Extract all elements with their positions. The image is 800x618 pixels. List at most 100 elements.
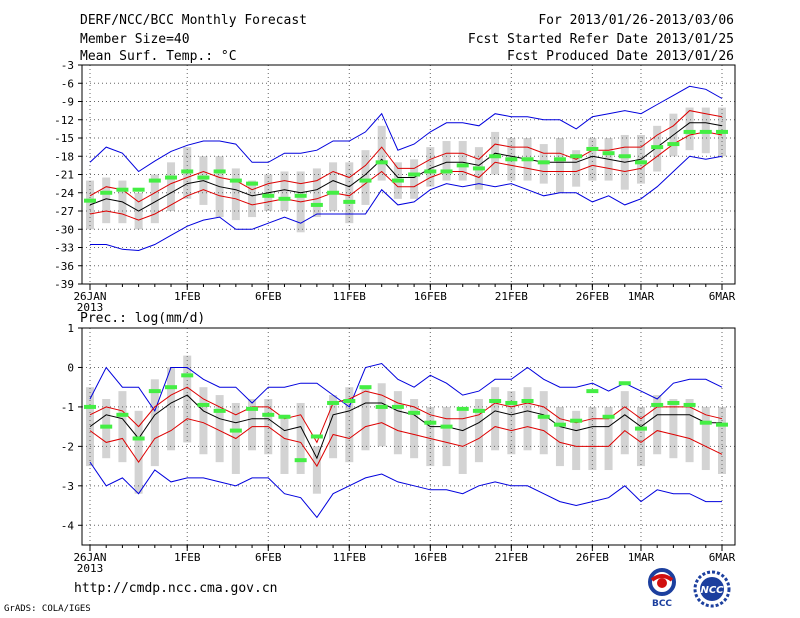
- y-tick-label-temp-6: -21: [54, 169, 74, 182]
- observed-marker-temp-15: [327, 190, 340, 195]
- spread-box-prec-24: [474, 399, 483, 463]
- source-url[interactable]: http://cmdp.ncc.cma.gov.cn: [74, 581, 278, 596]
- y-tick-label-prec-2: -1: [61, 401, 74, 414]
- spread-box-prec-36: [669, 399, 678, 459]
- observed-marker-temp-23: [456, 163, 469, 168]
- x-tick-label-prec-1: 1FEB: [174, 551, 201, 564]
- observed-marker-prec-8: [213, 408, 226, 413]
- observed-marker-temp-27: [521, 157, 534, 162]
- observed-marker-prec-30: [570, 418, 583, 423]
- observed-marker-prec-23: [456, 406, 469, 411]
- observed-marker-prec-27: [521, 398, 534, 403]
- produced-date: Fcst Produced Date 2013/01/26: [507, 49, 734, 64]
- spread-box-prec-12: [280, 414, 289, 474]
- ncc-logo-text: NCC: [700, 585, 724, 596]
- observed-marker-temp-19: [391, 178, 404, 183]
- bcc-logo: BCC: [648, 568, 676, 608]
- x-tick-label-temp-3: 11FEB: [333, 290, 366, 303]
- observed-marker-temp-32: [602, 151, 615, 156]
- spread-box-prec-5: [167, 367, 176, 451]
- spread-box-temp-10: [248, 180, 257, 218]
- observed-marker-prec-39: [716, 422, 728, 427]
- observed-marker-temp-28: [537, 160, 550, 165]
- spread-box-temp-0: [86, 180, 94, 230]
- spread-box-prec-27: [523, 387, 532, 451]
- spread-box-prec-28: [539, 391, 548, 455]
- bcc-logo-text: BCC: [652, 599, 672, 608]
- observed-marker-temp-38: [699, 129, 712, 134]
- observed-marker-temp-34: [634, 160, 647, 165]
- series-p75-temp: [89, 110, 723, 203]
- observed-marker-prec-28: [537, 414, 550, 419]
- spread-box-prec-18: [377, 383, 386, 447]
- y-tick-label-prec-4: -3: [61, 480, 74, 493]
- observed-marker-prec-0: [84, 404, 96, 409]
- y-tick-label-temp-10: -33: [54, 242, 74, 255]
- spread-box-prec-22: [442, 406, 451, 467]
- observed-marker-temp-24: [472, 166, 485, 171]
- observed-marker-temp-35: [651, 145, 664, 150]
- observed-marker-prec-15: [327, 400, 340, 405]
- x-tick-label-prec-2: 6FEB: [255, 551, 282, 564]
- spread-box-temp-1: [102, 177, 111, 224]
- series-lower-temp: [90, 155, 723, 252]
- observed-marker-temp-12: [278, 196, 291, 201]
- observed-marker-temp-37: [683, 129, 696, 134]
- x-tick-label-prec-7: 1MAR: [628, 551, 655, 564]
- y-tick-label-prec-3: -2: [61, 440, 74, 453]
- spread-box-prec-6: [183, 355, 192, 443]
- x-tick-label-prec-4: 16FEB: [414, 551, 447, 564]
- spread-box-prec-10: [248, 399, 257, 451]
- observed-marker-temp-39: [716, 129, 728, 134]
- observed-marker-prec-25: [489, 398, 502, 403]
- spread-box-temp-15: [329, 162, 338, 211]
- observed-marker-temp-17: [359, 178, 372, 183]
- x-tick-label-temp-7: 1MAR: [628, 290, 655, 303]
- observed-marker-temp-31: [586, 146, 599, 151]
- observed-marker-temp-6: [181, 169, 194, 174]
- observed-marker-prec-33: [618, 381, 631, 386]
- observed-marker-prec-20: [408, 410, 421, 415]
- spread-box-prec-33: [620, 391, 629, 455]
- spread-box-prec-7: [199, 387, 208, 455]
- series-p75-prec: [89, 386, 723, 444]
- observed-marker-temp-3: [132, 187, 145, 192]
- forecast-period: For 2013/01/26-2013/03/06: [538, 13, 734, 28]
- observed-marker-temp-16: [343, 199, 356, 204]
- x-tick-label-prec-6: 26FEB: [576, 551, 609, 564]
- x-year-label-temp: 2013: [77, 301, 104, 314]
- observed-marker-temp-5: [165, 175, 178, 180]
- observed-marker-prec-16: [343, 398, 356, 403]
- observed-marker-temp-18: [375, 160, 388, 165]
- x-tick-label-prec-3: 11FEB: [333, 551, 366, 564]
- y-tick-label-prec-0: 1: [67, 322, 74, 335]
- observed-marker-temp-8: [213, 169, 226, 174]
- observed-marker-prec-12: [278, 414, 291, 419]
- spread-box-prec-38: [701, 406, 710, 471]
- spread-box-prec-37: [685, 399, 694, 463]
- observed-marker-temp-2: [116, 187, 129, 192]
- prec-title: Prec.: log(mm/d): [80, 311, 205, 326]
- observed-marker-prec-37: [683, 402, 696, 407]
- spread-box-temp-30: [572, 150, 581, 187]
- observed-marker-temp-30: [570, 154, 583, 159]
- spread-box-temp-9: [231, 168, 240, 221]
- observed-marker-temp-13: [294, 193, 307, 198]
- observed-marker-temp-26: [505, 157, 518, 162]
- series-upper-temp: [89, 85, 723, 173]
- spread-box-prec-13: [296, 402, 305, 474]
- observed-marker-temp-0: [84, 198, 96, 203]
- x-tick-label-temp-6: 26FEB: [576, 290, 609, 303]
- observed-marker-prec-10: [246, 406, 259, 411]
- spread-box-prec-26: [507, 391, 516, 455]
- spread-box-prec-35: [653, 395, 662, 455]
- y-tick-label-temp-3: -12: [54, 114, 74, 127]
- spread-box-prec-15: [329, 395, 338, 459]
- observed-marker-prec-18: [375, 404, 388, 409]
- observed-marker-temp-29: [553, 157, 566, 162]
- x-tick-label-prec-8: 6MAR: [709, 551, 736, 564]
- observed-marker-prec-1: [100, 424, 113, 429]
- observed-marker-prec-24: [472, 408, 485, 413]
- plot-frame-prec: [81, 327, 736, 546]
